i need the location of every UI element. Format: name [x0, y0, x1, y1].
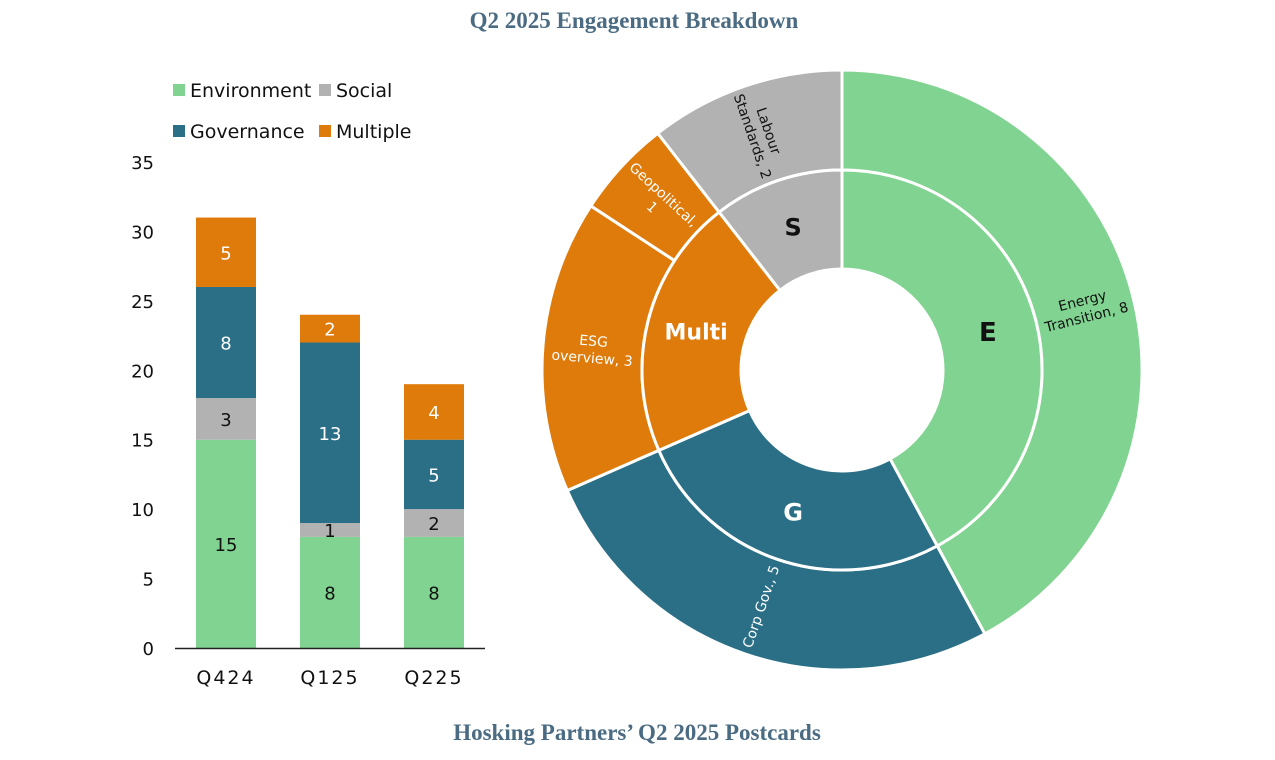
data-label-q125-multiple: 2 — [324, 320, 335, 341]
x-tick-label: Q225 — [404, 667, 463, 689]
data-label-q225-governance: 5 — [428, 465, 439, 486]
y-tick-label: 5 — [143, 570, 154, 591]
y-tick-label: 25 — [131, 292, 154, 313]
data-label-q424-multiple: 5 — [220, 243, 231, 264]
inner-label-s: S — [784, 214, 801, 242]
bar-q125-multiple — [300, 314, 360, 343]
data-label-q125-governance: 13 — [319, 424, 342, 445]
legend-swatch-governance — [173, 125, 185, 137]
data-label-q125-environment: 8 — [324, 583, 335, 604]
inner-slice-multi — [640, 210, 783, 453]
inner-slice-e — [840, 168, 1044, 548]
inner-slice-g — [656, 408, 940, 572]
data-label-q424-environment: 15 — [215, 535, 238, 556]
legend-swatch-environment — [173, 84, 185, 96]
legend-label-multiple: Multiple — [336, 121, 411, 143]
y-tick-label: 10 — [131, 500, 154, 521]
bar-q125-governance — [300, 342, 360, 524]
y-tick-label: 15 — [131, 431, 154, 452]
legend-swatch-multiple — [319, 125, 331, 137]
y-tick-label: 30 — [131, 222, 154, 243]
legend-swatch-social — [319, 84, 331, 96]
inner-label-multi: Multi — [665, 321, 728, 346]
legend-label-social: Social — [336, 80, 392, 102]
data-label-q125-social: 1 — [324, 521, 335, 542]
data-label-q424-social: 3 — [220, 410, 231, 431]
y-tick-label: 35 — [131, 153, 154, 174]
bar-q424-social — [196, 398, 256, 440]
legend-label-governance: Governance — [190, 121, 305, 143]
outer-label-line: ESG — [579, 333, 609, 351]
outer-label-line: overview, 3 — [551, 347, 633, 370]
inner-slice-s — [717, 168, 844, 293]
y-tick-label: 0 — [143, 639, 154, 660]
bar-q225-multiple — [404, 384, 464, 440]
footer-caption: Hosking Partners’ Q2 2025 Postcards — [453, 720, 821, 745]
data-label-q424-governance: 8 — [220, 334, 231, 355]
stacked-bar-chart: 0510152025303515385Q42481132Q1258254Q225… — [131, 80, 485, 689]
bar-q125-environment — [300, 536, 360, 648]
y-tick-label: 20 — [131, 361, 154, 382]
legend-label-environment: Environment — [190, 80, 311, 102]
outer-label-esg-overview-3: ESGoverview, 3 — [551, 331, 635, 371]
x-tick-label: Q125 — [300, 667, 359, 689]
inner-label-e: E — [979, 318, 997, 348]
x-tick-label: Q424 — [196, 667, 255, 689]
bar-q424-environment — [196, 439, 256, 648]
bar-q225-social — [404, 509, 464, 537]
bar-q424-multiple — [196, 217, 256, 287]
bar-q225-governance — [404, 439, 464, 510]
bar-q424-governance — [196, 286, 256, 399]
bar-q225-environment — [404, 536, 464, 648]
bar-q125-social — [300, 523, 360, 537]
inner-label-g: G — [783, 498, 803, 526]
data-label-q225-social: 2 — [428, 514, 439, 535]
data-label-q225-environment: 8 — [428, 583, 439, 604]
chart-title: Q2 2025 Engagement Breakdown — [470, 8, 799, 33]
data-label-q225-multiple: 4 — [428, 403, 439, 424]
